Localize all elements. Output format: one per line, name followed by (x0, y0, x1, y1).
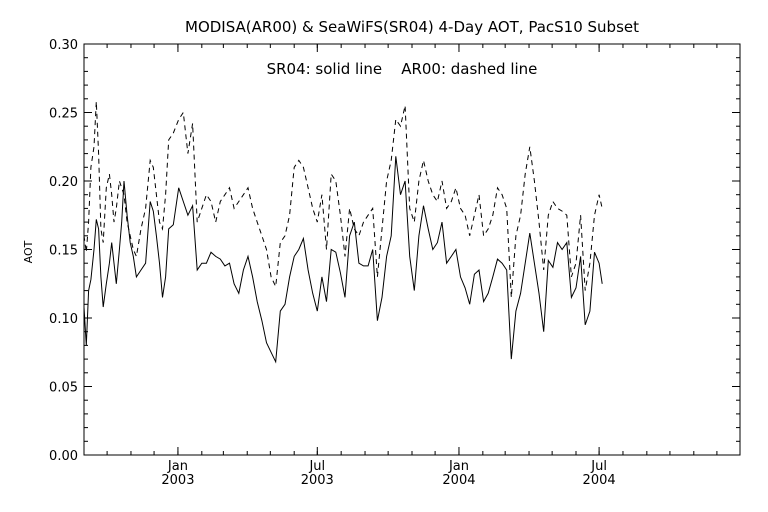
y-tick-label: 0.00 (49, 449, 78, 464)
plot-frame (83, 43, 741, 456)
x-tick-year: 2004 (442, 473, 475, 488)
x-tick-month: Jul (308, 459, 325, 474)
y-tick-label: 0.15 (49, 244, 78, 259)
y-axis-label: AOT (22, 240, 35, 263)
y-tick-label: 0.10 (49, 312, 78, 327)
x-tick-year: 2003 (161, 473, 194, 488)
series-ar00-line (83, 101, 603, 298)
y-tick-label: 0.20 (49, 175, 78, 190)
y-tick-label: 0.30 (49, 38, 78, 53)
y-axis: 0.00 0.05 0.10 0.15 0.20 0.25 0.30 (49, 38, 740, 464)
x-tick-month: Jan (167, 459, 188, 474)
series-sr04-line (83, 156, 603, 364)
series-layer (83, 101, 603, 364)
y-tick-label: 0.25 (49, 107, 78, 122)
x-tick-month: Jan (448, 459, 469, 474)
x-tick-year: 2004 (583, 473, 616, 488)
x-tick-month: Jul (590, 459, 607, 474)
x-tick-year: 2003 (301, 473, 334, 488)
chart-annotation: SR04: solid line AR00: dashed line (267, 60, 538, 78)
chart-title: MODISA(AR00) & SeaWiFS(SR04) 4-Day AOT, … (185, 18, 639, 36)
y-tick-label: 0.05 (49, 381, 78, 396)
